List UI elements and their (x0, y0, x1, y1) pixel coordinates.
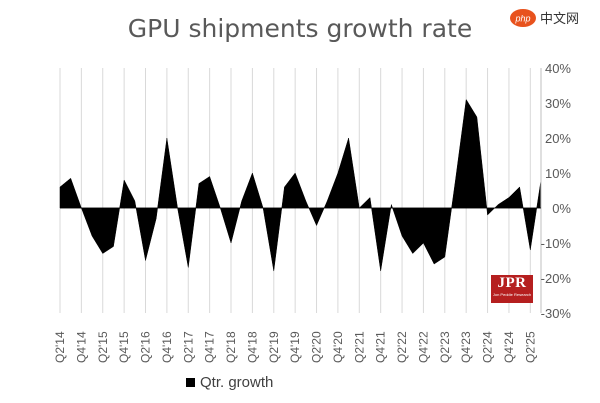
y-tick-label: -30% (541, 306, 572, 321)
jpr-logo: JPR Jon Peddie Research (491, 275, 533, 303)
y-tick-label: 10% (545, 166, 571, 181)
x-tick-label: Q2'14 (53, 331, 67, 363)
x-tick-label: Q4'16 (160, 331, 174, 363)
x-tick-label: Q4'15 (117, 331, 131, 363)
series-area (59, 98, 542, 272)
x-tick-label: Q2'19 (267, 331, 281, 363)
x-tick-label: Q2'17 (181, 331, 195, 363)
legend-swatch (186, 378, 195, 387)
x-tick-label: Q4'21 (374, 331, 388, 363)
x-tick-label: Q4'18 (245, 331, 259, 363)
jpr-logo-subtext: Jon Peddie Research (492, 292, 532, 297)
x-tick-label: Q4'23 (459, 331, 473, 363)
area-series (59, 98, 542, 272)
x-tick-label: Q2'15 (96, 331, 110, 363)
x-tick-label: Q4'20 (331, 331, 345, 363)
x-tick-label: Q2'21 (352, 331, 366, 363)
x-tick-label: Q2'18 (224, 331, 238, 363)
x-tick-label: Q4'17 (203, 331, 217, 363)
x-tick-label: Q4'14 (74, 331, 88, 363)
axes (60, 68, 542, 313)
y-tick-label: 40% (545, 61, 571, 76)
x-tick-label: Q2'20 (310, 331, 324, 363)
y-tick-label: -20% (541, 271, 572, 286)
legend-label: Qtr. growth (200, 374, 274, 391)
svg-text:php: php (514, 14, 530, 24)
x-tick-label: Q2'22 (395, 331, 409, 363)
php-brand-watermark: php 中文网 (510, 9, 579, 27)
x-tick-label: Q2'25 (523, 331, 537, 363)
x-tick-label: Q4'22 (416, 331, 430, 363)
jpr-logo-text: JPR (497, 275, 527, 291)
chart-title: GPU shipments growth rate (127, 14, 473, 43)
x-tick-label: Q2'16 (139, 331, 153, 363)
y-tick-labels: 40% 30% 20% 10% 0% -10% -20% -30% (541, 61, 572, 321)
y-tick-label: 30% (545, 96, 571, 111)
y-tick-label: 0% (552, 201, 571, 216)
x-tick-label: Q4'19 (288, 331, 302, 363)
legend: Qtr. growth (186, 374, 273, 391)
x-tick-label: Q4'24 (502, 331, 516, 363)
y-tick-label: -10% (541, 236, 572, 251)
x-tick-labels: Q2'14 Q4'14 Q2'15 Q4'15 Q2'16 Q4'16 Q2'17 Q4'17… (53, 331, 537, 363)
y-tick-label: 20% (545, 131, 571, 146)
svg-text:中文网: 中文网 (540, 12, 579, 27)
x-tick-label: Q2'23 (438, 331, 452, 363)
x-tick-label: Q2'24 (481, 331, 495, 363)
